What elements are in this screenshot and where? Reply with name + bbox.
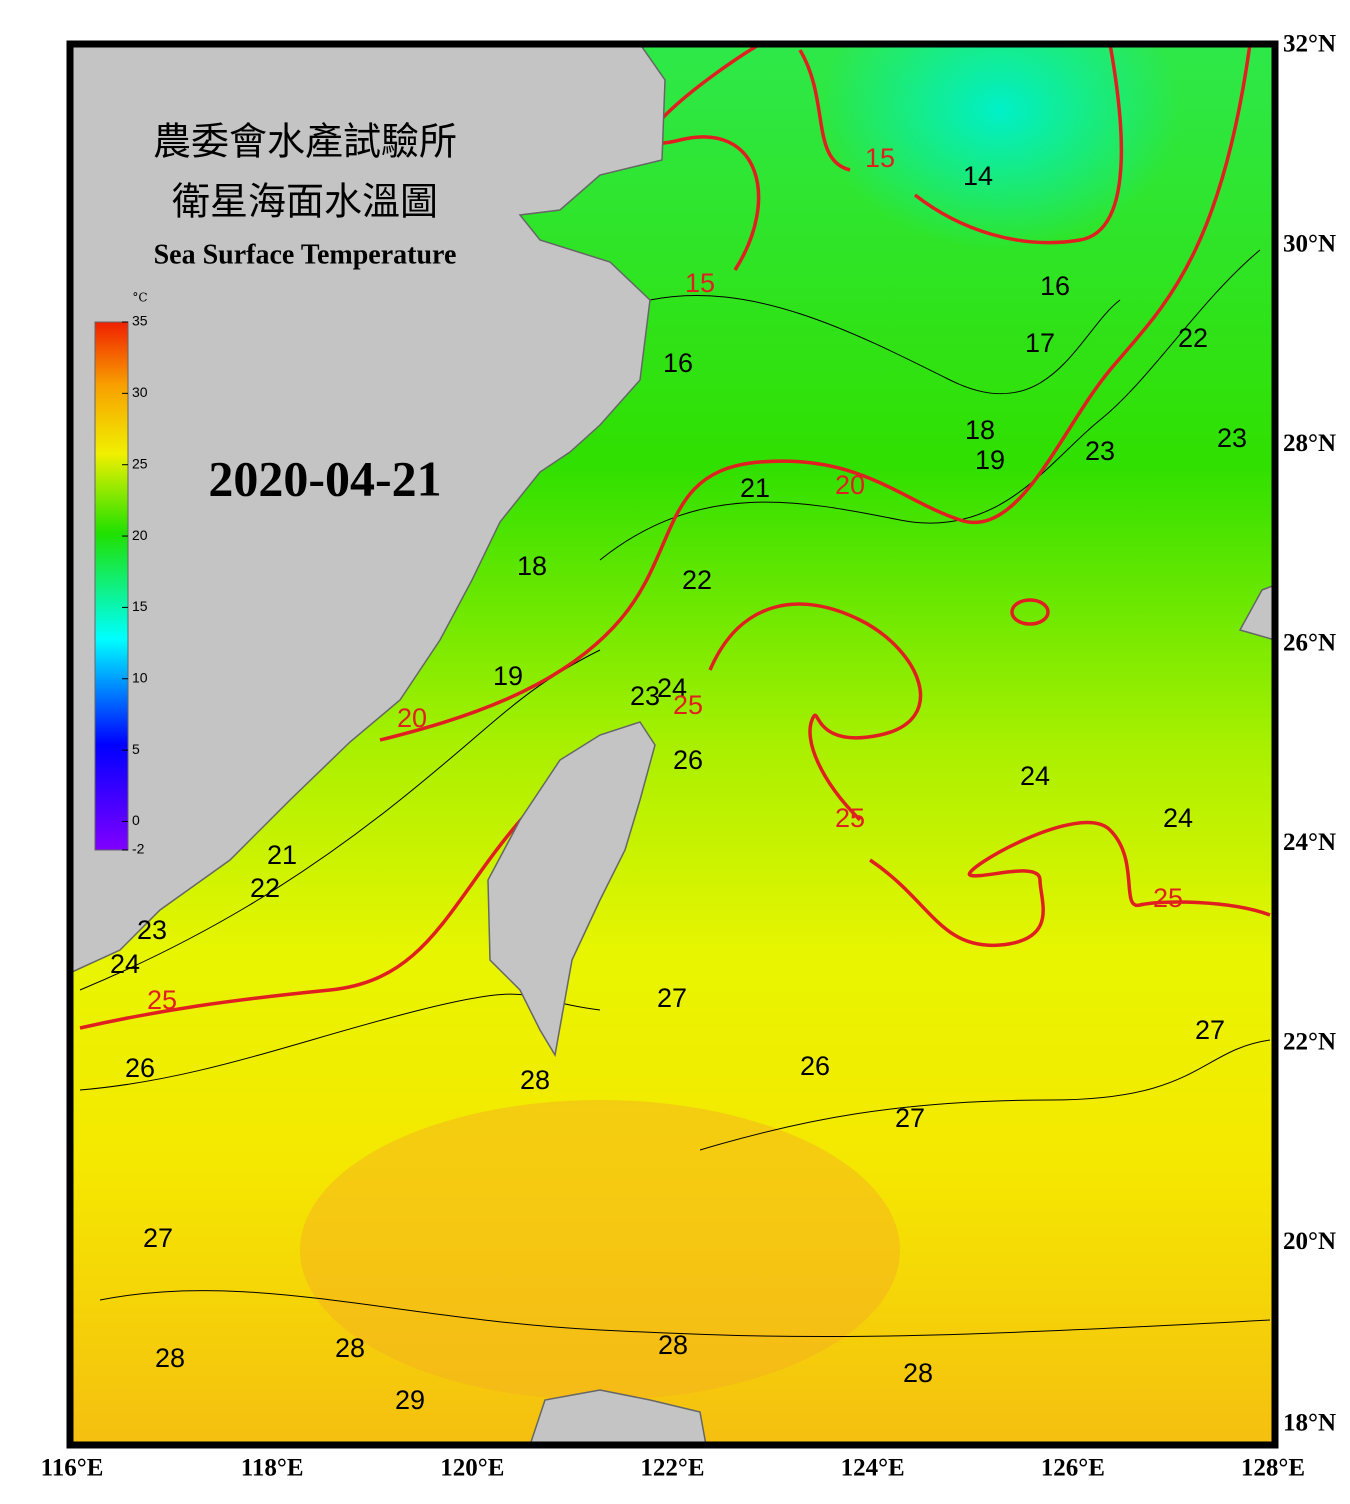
contour-label: 23 — [630, 681, 660, 711]
contour-label: 18 — [517, 551, 547, 581]
lat-label: 32°N — [1283, 31, 1336, 58]
contour-label: 28 — [658, 1330, 688, 1360]
lat-label: 26°N — [1283, 629, 1336, 656]
contour-label: 28 — [335, 1333, 365, 1363]
lat-label: 22°N — [1283, 1029, 1336, 1056]
isotherms — [79, 249, 1271, 1338]
contour-label: 27 — [895, 1103, 925, 1133]
contour-label: 16 — [1040, 271, 1070, 301]
lon-label: 128°E — [1241, 1455, 1305, 1482]
contour-label: 24 — [657, 673, 687, 703]
contour-label: 22 — [250, 873, 280, 903]
isotherms-5 — [79, 46, 1271, 1030]
colorbar-tick-label: 35 — [132, 313, 148, 329]
contour-label: 24 — [1163, 803, 1193, 833]
contour-label: 28 — [155, 1343, 185, 1373]
contour-label: 28 — [903, 1358, 933, 1388]
land — [72, 46, 1273, 1443]
contour-label: 25 — [1153, 883, 1183, 913]
contour-label: 23 — [1217, 423, 1247, 453]
ryukyu — [1238, 584, 1273, 641]
contour-label: 19 — [975, 445, 1005, 475]
colorbar-tick-label: 30 — [132, 384, 148, 400]
taiwan — [487, 721, 656, 1058]
colorbar-tick-label: 25 — [132, 455, 148, 471]
contour-label: 26 — [800, 1051, 830, 1081]
cold-water — [820, 46, 1180, 250]
lat-label: 20°N — [1283, 1228, 1336, 1255]
contour-label: 24 — [1020, 761, 1050, 791]
contour-label: 22 — [682, 565, 712, 595]
colorbar-tick-label: 10 — [132, 669, 148, 685]
contour-label: 23 — [137, 915, 167, 945]
lon-label: 120°E — [440, 1455, 504, 1482]
lon-label: 116°E — [41, 1455, 104, 1482]
lon-label: 118°E — [241, 1455, 304, 1482]
colorbar-tick-label: 20 — [132, 527, 148, 543]
contour-label: 15 — [685, 268, 715, 298]
contour-label: 25 — [673, 690, 703, 720]
lat-label: 30°N — [1283, 230, 1336, 257]
contour-label: 28 — [520, 1065, 550, 1095]
colorbar-tick-label: 0 — [132, 812, 140, 828]
colorbar-tick-label: 5 — [132, 741, 140, 757]
colorbar-unit: °C — [132, 291, 147, 305]
mainland-china — [72, 46, 666, 973]
contour-label: 20 — [397, 703, 427, 733]
contour-label: 27 — [1195, 1015, 1225, 1045]
contour-label: 22 — [1178, 323, 1208, 353]
contour-label: 19 — [493, 661, 523, 691]
contour-label: 21 — [740, 473, 770, 503]
title-zh: 衛星海面水溫圖 — [172, 180, 438, 224]
lon-label: 124°E — [841, 1455, 905, 1482]
contour-label: 17 — [1025, 328, 1055, 358]
lat-label: 24°N — [1283, 829, 1336, 856]
contour-label: 25 — [835, 803, 865, 833]
colorbar — [94, 321, 129, 851]
contour-label: 27 — [143, 1223, 173, 1253]
lon-label: 122°E — [640, 1455, 704, 1482]
colorbar-ticks: 35 30 25 20 15 10 5 0 -2 — [122, 313, 148, 857]
map-frame — [66, 40, 1279, 1449]
lat-label: 18°N — [1283, 1410, 1336, 1437]
luzon — [529, 1389, 707, 1443]
contour-label: 26 — [125, 1053, 155, 1083]
contour-label: 26 — [673, 745, 703, 775]
warm-water — [300, 1100, 900, 1400]
contour-label: 16 — [663, 348, 693, 378]
title-zh: 農委會水產試驗所 — [153, 120, 457, 164]
contour-label: 14 — [963, 161, 993, 191]
contour-label: 23 — [1085, 436, 1115, 466]
contour-label: 25 — [147, 985, 177, 1015]
contour-label: 24 — [110, 949, 140, 979]
title-en: Sea Surface Temperature — [154, 239, 457, 270]
contour-label: 27 — [657, 983, 687, 1013]
contour-label: 21 — [267, 840, 297, 870]
contour-label: 15 — [865, 143, 895, 173]
lat-label: 28°N — [1283, 430, 1336, 457]
date: 2020-04-21 — [208, 450, 441, 506]
contour-label: 20 — [835, 470, 865, 500]
colorbar-tick-label: -2 — [132, 841, 145, 857]
contour-label: 18 — [965, 415, 995, 445]
colorbar-tick-label: 15 — [132, 598, 148, 614]
axes: 116°E 118°E 120°E 122°E 124°E 126°E 128°E 32°N 3… — [41, 31, 1336, 1482]
contour-label: 29 — [395, 1385, 425, 1415]
lon-label: 126°E — [1041, 1455, 1105, 1482]
